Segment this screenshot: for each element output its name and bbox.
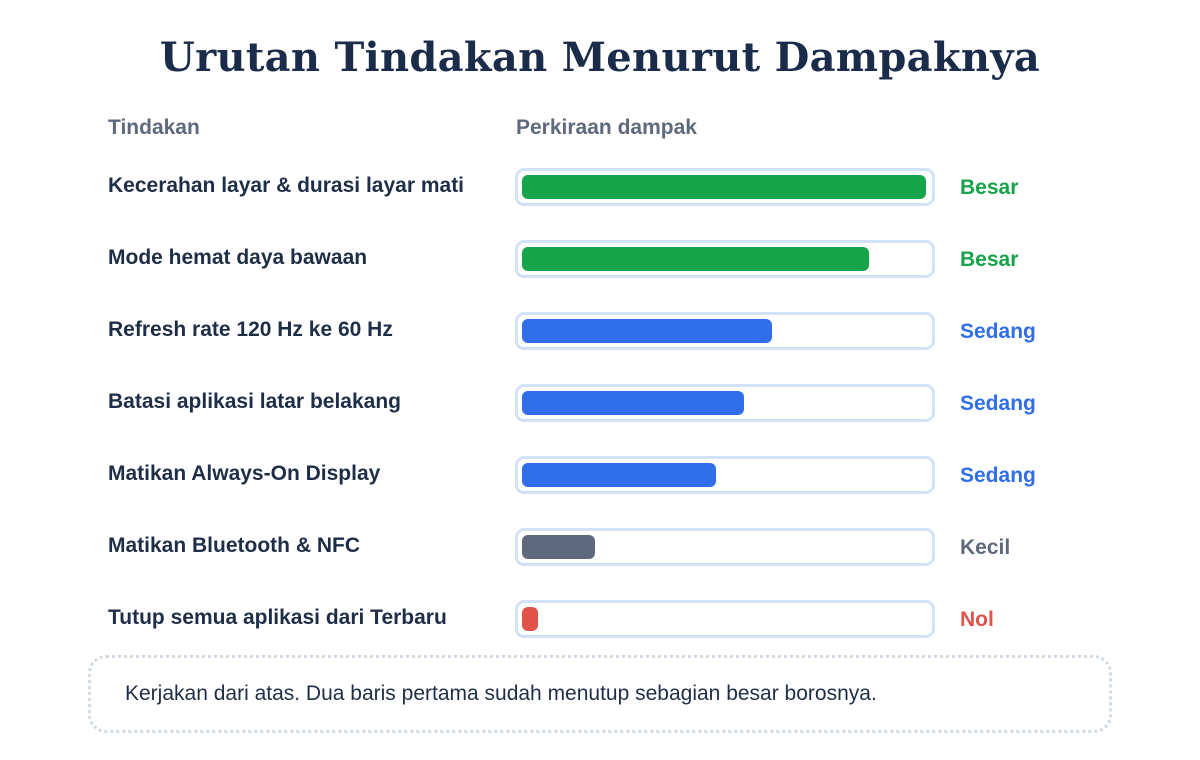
- action-label: Matikan Bluetooth & NFC: [108, 534, 360, 557]
- impact-bar-track: [515, 168, 935, 206]
- action-label: Batasi aplikasi latar belakang: [108, 390, 401, 413]
- column-header-impact: Perkiraan dampak: [516, 116, 697, 139]
- chart-row: Tutup semua aplikasi dari Terbaru Nol: [0, 600, 1200, 644]
- impact-bar-track: [515, 456, 935, 494]
- impact-bar: [522, 463, 716, 487]
- impact-bar-track: [515, 312, 935, 350]
- action-label: Kecerahan layar & durasi layar mati: [108, 174, 465, 197]
- page-title: Urutan Tindakan Menurut Dampaknya: [159, 34, 1041, 81]
- chart-row: Matikan Always-On Display Sedang: [0, 456, 1200, 500]
- impact-bar: [522, 607, 538, 631]
- chart-row: Matikan Bluetooth & NFC Kecil: [0, 528, 1200, 572]
- action-label: Matikan Always-On Display: [108, 462, 381, 485]
- chart-row: Kecerahan layar & durasi layar mati Besar: [0, 168, 1200, 212]
- note-text: Kerjakan dari atas. Dua baris pertama su…: [125, 682, 877, 705]
- chart-row: Mode hemat daya bawaan Besar: [0, 240, 1200, 284]
- impact-bar-track: [515, 528, 935, 566]
- action-label: Tutup semua aplikasi dari Terbaru: [108, 606, 447, 629]
- impact-bar-track: [515, 600, 935, 638]
- impact-bar: [522, 535, 595, 559]
- chart-row: Batasi aplikasi latar belakang Sedang: [0, 384, 1200, 428]
- impact-level-label: Kecil: [960, 536, 1011, 559]
- impact-bar: [522, 319, 772, 343]
- impact-level-label: Sedang: [960, 464, 1036, 487]
- impact-bar-track: [515, 384, 935, 422]
- impact-level-label: Nol: [960, 608, 994, 631]
- impact-bar: [522, 391, 744, 415]
- impact-bar: [522, 247, 869, 271]
- note-box: Kerjakan dari atas. Dua baris pertama su…: [88, 655, 1112, 733]
- chart-row: Refresh rate 120 Hz ke 60 Hz Sedang: [0, 312, 1200, 356]
- impact-level-label: Besar: [960, 176, 1019, 199]
- impact-level-label: Sedang: [960, 320, 1036, 343]
- action-label: Mode hemat daya bawaan: [108, 246, 368, 269]
- impact-bar: [522, 175, 926, 199]
- action-label: Refresh rate 120 Hz ke 60 Hz: [108, 318, 393, 341]
- impact-level-label: Sedang: [960, 392, 1036, 415]
- column-header-action: Tindakan: [108, 116, 200, 139]
- impact-bar-track: [515, 240, 935, 278]
- impact-level-label: Besar: [960, 248, 1019, 271]
